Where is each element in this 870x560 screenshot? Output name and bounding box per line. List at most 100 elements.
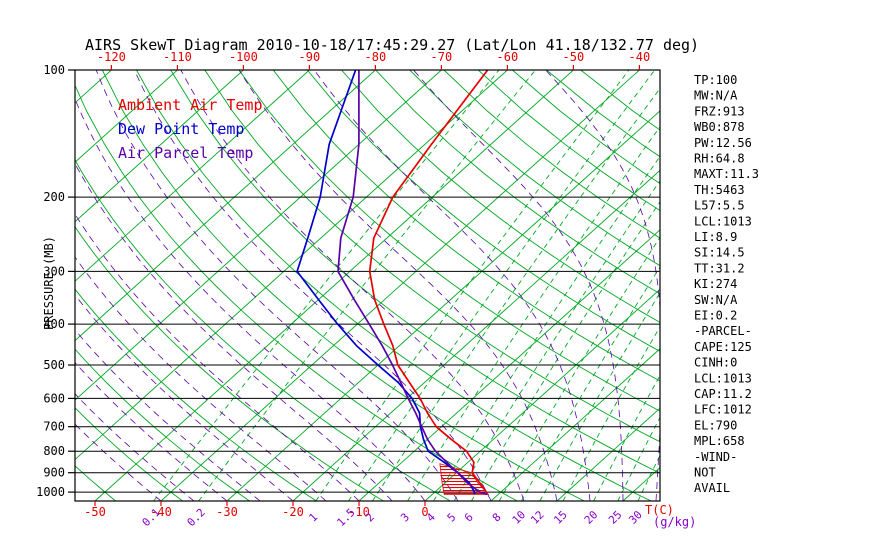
bottom-temp-label: -20 (282, 505, 304, 519)
mixing-ratio-label: 30 (626, 508, 645, 527)
moist-adiabat-line (133, 70, 492, 501)
stat-line: LFC:1012 (694, 403, 752, 417)
stat-line: MW:N/A (694, 89, 738, 103)
temp-unit-label: T(C) (645, 503, 674, 517)
bottom-temp-label: 0 (421, 505, 428, 519)
dry-adiabat-line (75, 407, 183, 501)
mixing-ratio-label: 15 (551, 508, 570, 527)
mixing-ratio-line (348, 70, 656, 501)
mixing-ratio-line (433, 155, 660, 501)
mixing-ratio-label: 3 (398, 511, 412, 525)
stat-line: EL:790 (694, 418, 737, 432)
sounding-profiles (296, 70, 489, 496)
dry-adiabat-line (443, 70, 660, 239)
dry-adiabat-line (204, 70, 660, 443)
moist-adiabat-line (75, 213, 360, 501)
moist-adiabat-line (545, 70, 660, 501)
chart-title: AIRS SkewT Diagram 2010-10-18/17:45:29.2… (85, 36, 699, 54)
pressure-tick-label: 700 (43, 420, 65, 434)
stat-line: TH:5463 (694, 183, 745, 197)
isotherm-line (94, 70, 574, 501)
stat-line: -WIND- (694, 450, 737, 464)
top-temp-label: -80 (365, 50, 387, 64)
bottom-temp-label: -40 (150, 505, 172, 519)
mixing-ratio-label: 1 (306, 511, 320, 525)
stat-line: MPL:658 (694, 434, 745, 448)
top-temp-label: -60 (497, 50, 519, 64)
stat-line: EI:0.2 (694, 309, 737, 323)
isotherm-line (75, 70, 178, 163)
mixing-ratio-label: 20 (582, 508, 601, 527)
mixing-ratio-line (407, 126, 660, 501)
pressure-tick-label: 100 (43, 63, 65, 77)
air-parcel-curve (337, 70, 488, 496)
pressure-tick-label: 1000 (36, 485, 65, 499)
isotherm-line (75, 70, 244, 223)
pressure-tick-label: 900 (43, 466, 65, 480)
moist-adiabat-line (413, 70, 624, 501)
isotherm-line (75, 70, 376, 342)
stat-line: AVAIL (694, 481, 730, 495)
stat-line: CAPE:125 (694, 340, 752, 354)
moist-adiabat-line (75, 162, 393, 501)
mixing-ratio-label: 6 (462, 511, 476, 525)
pressure-tick-label: 800 (43, 444, 65, 458)
mixing-ratio-label: 4 (424, 510, 438, 524)
mixing-ratio-line (498, 236, 660, 501)
stat-line: TP:100 (694, 73, 737, 87)
moist-adiabat-line (75, 329, 261, 501)
stat-line: RH:64.8 (694, 152, 745, 166)
stat-line: KI:274 (694, 277, 737, 291)
moist-adiabat-line (75, 97, 426, 501)
mixing-ratio-line (453, 180, 660, 501)
stat-line: SI:14.5 (694, 246, 745, 260)
stat-line: LI:8.9 (694, 230, 737, 244)
mixing-ratio-label: 10 (510, 508, 529, 527)
pressure-tick-label: 500 (43, 358, 65, 372)
stat-line: -PARCEL- (694, 324, 752, 338)
mixing-ratio-label: 12 (528, 508, 547, 527)
stat-line: CINH:0 (694, 356, 737, 370)
moist-adiabat-line (75, 294, 294, 501)
top-temp-label: -100 (229, 50, 258, 64)
pressure-tick-label: 400 (43, 317, 65, 331)
stat-line: TT:31.2 (694, 261, 745, 275)
dry-adiabat-line (512, 70, 660, 185)
mixing-unit-label: (g/kg) (653, 515, 696, 529)
dry-adiabat-line (136, 70, 652, 501)
dry-adiabat-line (75, 348, 250, 501)
pressure-tick-label: 300 (43, 264, 65, 278)
dry-adiabat-line (306, 70, 660, 352)
legend-ambient-air-temp: Ambient Air Temp (118, 96, 263, 114)
bottom-temp-label: -10 (348, 505, 370, 519)
dry-adiabat-line (75, 288, 317, 501)
stat-line: FRZ:913 (694, 104, 745, 118)
stat-line: WB0:878 (694, 120, 745, 134)
moist-adiabat-line (95, 70, 459, 501)
mixing-ratio-line (471, 201, 660, 501)
mixing-ratio-line (153, 70, 500, 501)
mixing-ratio-line (637, 454, 660, 501)
mixing-ratio-label: 25 (606, 508, 625, 527)
moist-adiabat-line (313, 70, 591, 501)
top-temp-label: -120 (97, 50, 126, 64)
mixing-ratio-label: 5 (445, 511, 459, 525)
pressure-axis-title: PRESSURE (MB) (42, 236, 56, 330)
isotherm-line (75, 70, 310, 282)
pressure-tick-label: 200 (43, 190, 65, 204)
top-temp-label: -70 (431, 50, 453, 64)
isotherm-line (424, 288, 660, 501)
isotherm-line (75, 70, 442, 401)
top-temp-label: -40 (629, 50, 651, 64)
pressure-tick-label: 600 (43, 391, 65, 405)
bottom-temp-label: -50 (84, 505, 106, 519)
moist-adiabat-line (238, 70, 558, 501)
stat-line: CAP:11.2 (694, 387, 752, 401)
dry-adiabat-line (272, 70, 660, 382)
isotherm-line (75, 70, 508, 461)
stat-line: MAXT:11.3 (694, 167, 759, 181)
stat-line: PW:12.56 (694, 136, 752, 150)
